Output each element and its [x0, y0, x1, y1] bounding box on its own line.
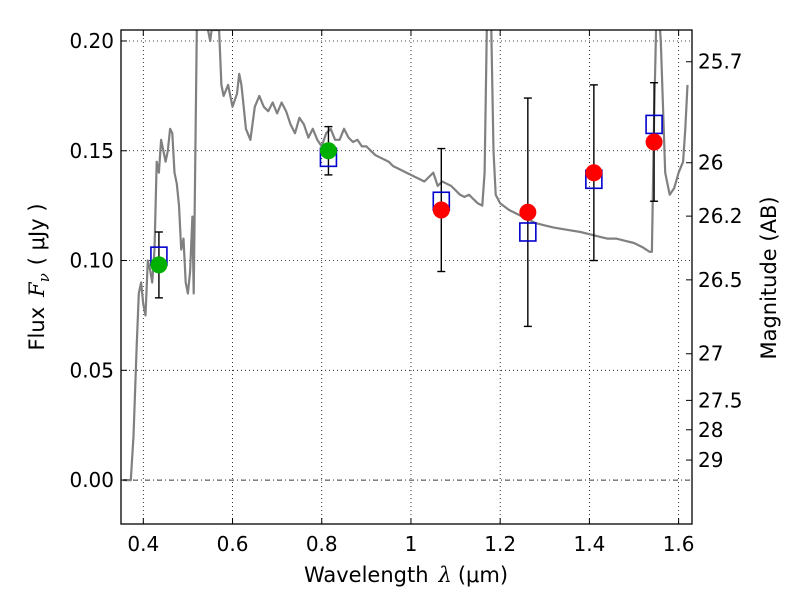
x-tick-label: 1.2 — [484, 532, 516, 556]
x-tick-label: 1 — [405, 532, 418, 556]
magnitude-tick-label: 26.2 — [698, 204, 743, 228]
magnitude-axis-label: Magnitude (AB) — [757, 196, 781, 359]
magnitude-tick-label: 26.5 — [698, 268, 743, 292]
model-photometry-square — [519, 222, 537, 242]
magnitude-tick-label: 27 — [698, 342, 723, 366]
error-bars — [154, 81, 659, 328]
x-axis-label-symbol: λ — [438, 563, 452, 587]
magnitude-tick-label: 25.7 — [698, 50, 743, 74]
red-data-point — [645, 133, 663, 151]
y-tick-label: 0.15 — [69, 139, 114, 163]
x-tick-label: 0.4 — [127, 532, 159, 556]
red-data-point — [432, 201, 450, 219]
magnitude-axis-ticks: 25.7 26 26.2 26.5 27 27.5 28 29 — [686, 50, 743, 472]
magnitude-tick-label: 27.5 — [698, 388, 743, 412]
magnitude-tick-label: 29 — [698, 448, 723, 472]
red-data-point — [585, 164, 603, 182]
plot-frame — [120, 29, 693, 525]
y-axis-label: Flux Fν ( μJy ) — [25, 203, 53, 350]
x-tick-label: 1.6 — [663, 532, 695, 556]
grid-lines — [121, 30, 692, 524]
x-axis-label: Wavelength λ (μm) — [304, 563, 508, 587]
y-axis-label-text: Flux — [25, 307, 49, 351]
y-axis-label-subscript: ν — [35, 273, 53, 282]
red-data-point — [519, 203, 537, 221]
x-tick-label: 1.4 — [573, 532, 605, 556]
green-data-point — [319, 142, 337, 160]
y-tick-label: 0.05 — [69, 358, 114, 382]
y-tick-label: 0.20 — [69, 29, 114, 53]
x-tick-label: 0.6 — [217, 532, 249, 556]
green-data-point — [150, 256, 168, 274]
y-tick-label: 0.10 — [69, 249, 114, 273]
y-axis-ticks: 0.00 0.05 0.10 0.15 0.20 — [69, 29, 127, 492]
x-axis-ticks: 0.4 0.6 0.8 1 1.2 1.4 1.6 — [127, 30, 695, 556]
data-markers — [150, 114, 663, 274]
y-axis-label-symbol: F — [25, 281, 49, 298]
x-axis-label-unit: (μm) — [458, 563, 508, 587]
magnitude-tick-label: 28 — [698, 418, 723, 442]
magnitude-tick-label: 26 — [698, 151, 723, 175]
y-tick-label: 0.00 — [69, 468, 114, 492]
model-photometry-square — [645, 114, 663, 135]
model-spectrum-line — [123, 30, 689, 482]
x-axis-label-text: Wavelength — [304, 563, 429, 587]
x-tick-label: 0.8 — [306, 532, 338, 556]
y-axis-label-unit: ( μJy ) — [25, 203, 49, 265]
